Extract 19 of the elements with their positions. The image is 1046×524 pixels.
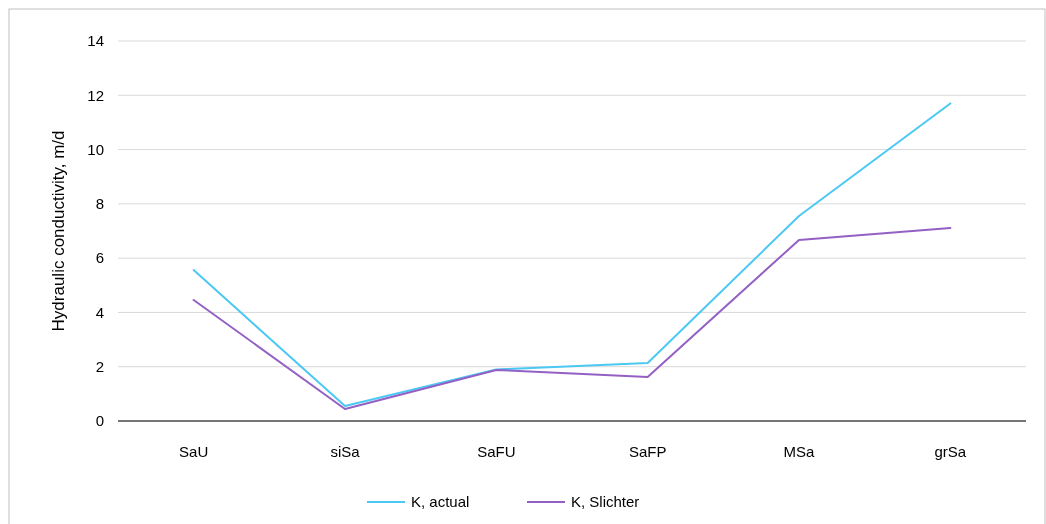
y-tick-label: 4 bbox=[95, 303, 104, 321]
y-tick-label: 0 bbox=[95, 412, 104, 430]
legend-label: K, Slichter bbox=[571, 493, 640, 511]
y-tick-label: 2 bbox=[95, 357, 104, 375]
x-tick-label: grSa bbox=[934, 443, 967, 460]
x-tick-label: SaFU bbox=[477, 443, 516, 460]
x-tick-label: siSa bbox=[330, 443, 361, 460]
x-tick-label: MSa bbox=[783, 443, 816, 460]
legend-label: K, actual bbox=[411, 493, 470, 511]
y-tick-label: 10 bbox=[87, 140, 104, 158]
line-series bbox=[192, 102, 952, 408]
y-axis-title: Hydraulic conductivity, m/d bbox=[49, 130, 68, 332]
line-series bbox=[192, 227, 952, 411]
y-tick-label: 8 bbox=[95, 195, 104, 213]
y-tick-label: 14 bbox=[87, 32, 104, 50]
y-tick-label: 6 bbox=[95, 249, 104, 267]
x-tick-label: SaFP bbox=[628, 443, 667, 460]
x-tick-label: SaU bbox=[179, 443, 209, 460]
y-tick-label: 12 bbox=[87, 86, 104, 104]
